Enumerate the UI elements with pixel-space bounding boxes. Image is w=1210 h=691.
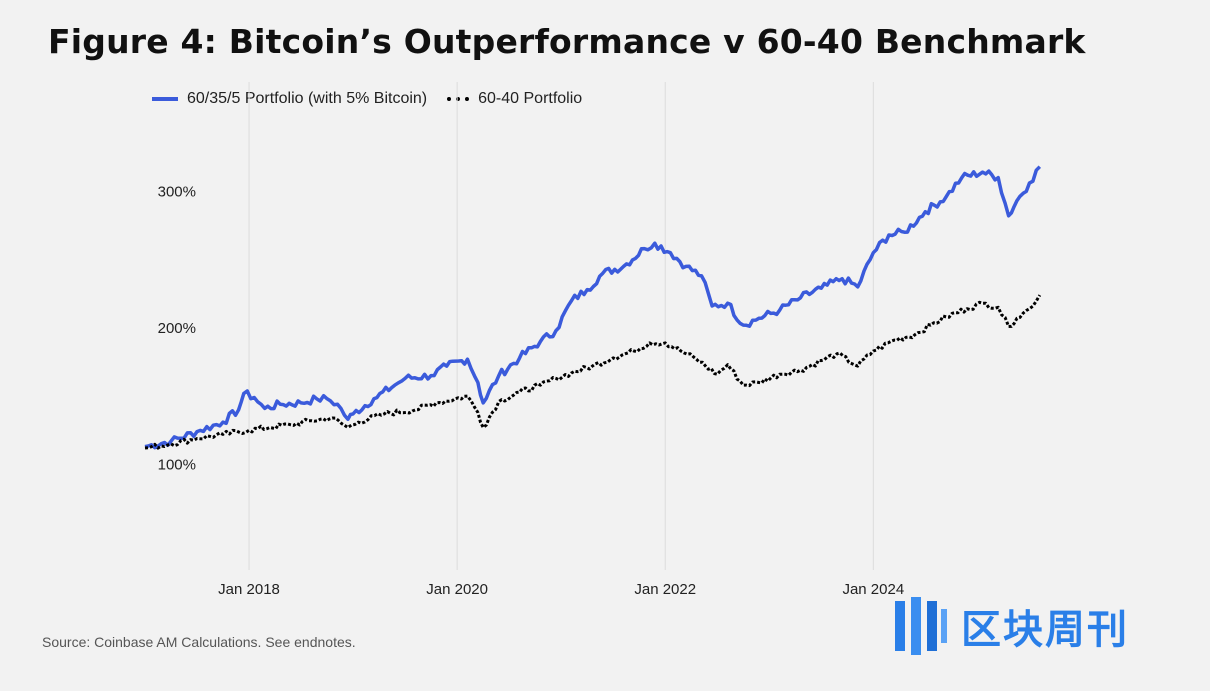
- legend-label-with-bitcoin: 60/35/5 Portfolio (with 5% Bitcoin): [187, 90, 428, 107]
- legend-item-60-40: 60-40 Portfolio: [447, 90, 582, 108]
- y-tick-label: 300%: [158, 183, 196, 200]
- x-tick-label: Jan 2018: [218, 581, 280, 598]
- y-tick-label: 100%: [158, 456, 196, 473]
- legend-swatch-dotted: [447, 97, 470, 101]
- series-line-with-bitcoin: [144, 165, 1042, 450]
- chart-title: Figure 4: Bitcoin’s Outperformance v 60-…: [48, 22, 1086, 61]
- watermark-logo-icon: [895, 597, 947, 655]
- legend: 60/35/5 Portfolio (with 5% Bitcoin) 60-4…: [152, 90, 582, 108]
- y-tick-label: 200%: [158, 320, 196, 337]
- watermark: 区块周刊: [893, 580, 1193, 672]
- legend-label-60-40: 60-40 Portfolio: [478, 90, 583, 107]
- legend-swatch-solid: [152, 97, 178, 101]
- watermark-text: 区块周刊: [961, 607, 1129, 653]
- x-tick-label: Jan 2022: [634, 581, 696, 598]
- source-note: Source: Coinbase AM Calculations. See en…: [42, 634, 356, 650]
- legend-item-with-bitcoin: 60/35/5 Portfolio (with 5% Bitcoin): [152, 90, 427, 108]
- x-tick-label: Jan 2020: [426, 581, 488, 598]
- series-line-60-40: [144, 294, 1042, 450]
- x-tick-label: Jan 2024: [842, 581, 904, 598]
